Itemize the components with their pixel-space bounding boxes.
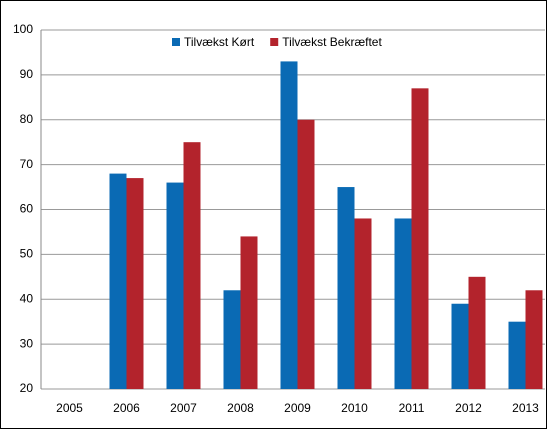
y-tick-label: 40 [20,291,34,305]
bar [126,178,144,389]
bar [297,119,315,389]
bar [240,236,258,389]
y-tick-label: 90 [20,67,34,81]
y-tick-label: 80 [20,112,34,126]
y-tick-label: 50 [20,247,34,261]
bar [280,61,298,389]
legend-label: Tilvækst Kørt [184,35,255,49]
legend-swatch [172,38,180,46]
x-tick-label: 2010 [341,401,368,415]
legend-swatch [270,38,279,46]
x-tick-label: 2005 [56,401,83,415]
y-tick-label: 70 [20,157,34,171]
legend-label: Tilvækst Bekræftet [282,35,382,49]
x-tick-label: 2008 [227,401,254,415]
bar [525,290,543,389]
x-tick-label: 2012 [455,401,482,415]
y-tick-label: 100 [13,22,33,36]
bar [354,218,372,389]
bar [223,290,241,389]
x-tick-label: 2007 [170,401,197,415]
x-tick-label: 2011 [399,401,425,415]
bar [109,173,127,389]
y-tick-label: 60 [20,202,34,216]
bar [451,303,469,389]
y-tick-label: 30 [20,336,34,350]
x-tick-label: 2013 [512,401,539,415]
bar [394,218,412,389]
bar [468,276,486,389]
y-tick-label: 20 [20,381,34,395]
bar [337,187,355,389]
bar [183,142,201,389]
bar [166,182,184,389]
x-tick-label: 2006 [113,401,140,415]
x-tick-label: 2009 [284,401,311,415]
bar [411,88,429,390]
bar [508,321,526,389]
